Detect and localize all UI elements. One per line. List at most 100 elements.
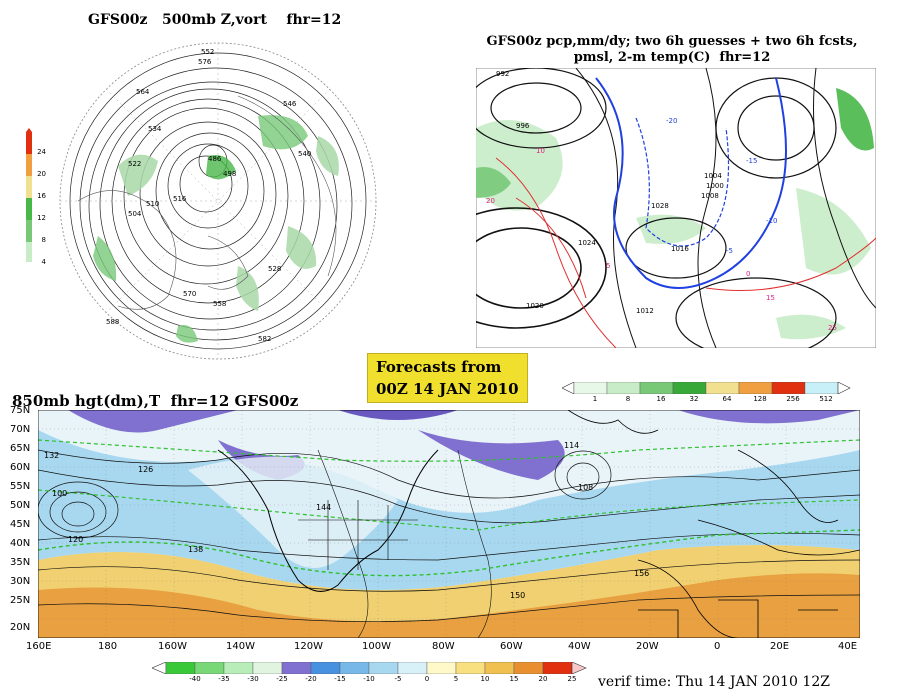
pressure-label-1004: 1004 xyxy=(704,172,722,180)
hgt-label-132: 132 xyxy=(44,451,59,460)
lat-label-50n: 50N xyxy=(10,500,31,511)
colorbar-seg-8 xyxy=(26,220,32,242)
lon-label-160w: 160W xyxy=(158,641,187,652)
colorbar-seg-16 xyxy=(26,176,32,198)
temp-label-10: 10 xyxy=(536,147,545,155)
lat-label-70n: 70N xyxy=(10,424,31,435)
temp-label-15: 15 xyxy=(766,294,775,302)
forecast-info-box: Forecasts from 00Z 14 JAN 2010 xyxy=(367,353,528,403)
precip-cb-tick-512: 512 xyxy=(819,395,833,403)
pressure-label-1028: 1028 xyxy=(651,202,669,210)
pressure-label-1020: 1020 xyxy=(526,302,544,310)
hgt-label-138: 138 xyxy=(188,545,203,554)
verif-time: verif time: Thu 14 JAN 2010 12Z xyxy=(598,674,830,690)
polar-contours xyxy=(60,43,376,359)
contour-label-504: 504 xyxy=(128,210,142,218)
lon-label-120w: 120W xyxy=(294,641,323,652)
lon-label-20e: 20E xyxy=(770,641,790,652)
temp-cb-seg-5 xyxy=(281,662,312,674)
temp-cb-seg-1 xyxy=(165,662,196,674)
temp-label-0: 0 xyxy=(746,270,750,278)
hgt-label-100: 100 xyxy=(52,489,67,498)
forecast-box-line1: Forecasts from xyxy=(376,358,502,376)
contour-label-510: 510 xyxy=(146,200,159,208)
contour-label-570: 570 xyxy=(183,290,196,298)
vcb-tick-16: 16 xyxy=(37,192,46,200)
colorbar-seg-32 xyxy=(672,382,707,394)
panel-850mb-title: 850mb hgt(dm),T fhr=12 GFS00z xyxy=(12,392,299,410)
lon-label-20w: 20W xyxy=(636,641,659,652)
precip-cb-tick-32: 32 xyxy=(689,395,699,403)
colorbar-seg-20 xyxy=(26,154,32,176)
colorbar-seg-512 xyxy=(804,382,839,394)
forecast-box-line2: 00Z 14 JAN 2010 xyxy=(376,380,519,398)
vcb-tick-12: 12 xyxy=(37,214,46,222)
temp-label-5: 5 xyxy=(606,262,610,270)
vcb-tick-24: 24 xyxy=(37,148,46,156)
lat-label-55n: 55N xyxy=(10,481,31,492)
precip-cb-tick-128: 128 xyxy=(753,395,767,403)
lon-label-40e: 40E xyxy=(838,641,858,652)
contour-label-546: 546 xyxy=(283,100,297,108)
panel-precip-title-line2: pmsl, 2-m temp(C) fhr=12 xyxy=(573,50,771,65)
colorbar-left-arrow xyxy=(562,382,575,394)
colorbar-seg-12 xyxy=(26,198,32,220)
temp-cb-seg-10 xyxy=(426,662,457,674)
precip-cb-tick-256: 256 xyxy=(786,395,800,403)
temp-cb-tick--30: -30 xyxy=(247,675,259,683)
temp-cb-tick--40: -40 xyxy=(189,675,201,683)
pressure-label-1008: 1008 xyxy=(701,192,719,200)
colorbar-seg-8 xyxy=(606,382,641,394)
temp-label-20: 20 xyxy=(486,197,495,205)
temp-label--20: -20 xyxy=(666,117,677,125)
panel-500mb-colorbar xyxy=(26,128,32,262)
temp-cb-seg-6 xyxy=(310,662,341,674)
lon-label-180: 180 xyxy=(98,641,118,652)
temp-cb-tick-15: 15 xyxy=(509,675,519,683)
colorbar-seg-1 xyxy=(573,382,608,394)
contour-label-522: 522 xyxy=(128,160,141,168)
pressure-label-1016: 1016 xyxy=(671,245,689,253)
pressure-label-996: 996 xyxy=(516,122,530,130)
temp-cb-tick-25: 25 xyxy=(567,675,577,683)
pressure-label-1012: 1012 xyxy=(636,307,654,315)
contour-label-540: 540 xyxy=(298,150,311,158)
contour-label-534: 534 xyxy=(148,125,162,133)
lat-label-65n: 65N xyxy=(10,443,31,454)
contour-label-576: 576 xyxy=(198,58,212,66)
lon-label-80w: 80W xyxy=(432,641,455,652)
temp-label-25: 25 xyxy=(828,324,837,332)
temp-cb-tick--10: -10 xyxy=(363,675,375,683)
temp-cb-seg-11 xyxy=(455,662,486,674)
temp-cb-tick--25: -25 xyxy=(276,675,288,683)
panel-precip-title-line1: GFS00z pcp,mm/dy; two 6h guesses + two 6… xyxy=(486,34,858,49)
temp-cb-left-arrow xyxy=(152,662,167,674)
colorbar-seg-64 xyxy=(705,382,740,394)
contour-label-582: 582 xyxy=(258,335,271,343)
temp-cb-tick-10: 10 xyxy=(480,675,490,683)
precip-cb-tick-8: 8 xyxy=(625,395,631,403)
precip-cb-tick-1: 1 xyxy=(592,395,598,403)
lat-label-35n: 35N xyxy=(10,557,31,568)
hgt-label-156: 156 xyxy=(634,569,649,578)
temp-cb-seg-3 xyxy=(223,662,254,674)
contour-label-528: 528 xyxy=(268,265,281,273)
temp-label--15: -15 xyxy=(746,157,757,165)
temp-cb-seg-2 xyxy=(194,662,225,674)
hgt-label-150: 150 xyxy=(510,591,525,600)
lat-label-75n: 75N xyxy=(10,405,31,416)
precip-cb-tick-16: 16 xyxy=(656,395,666,403)
lon-label-160e: 160E xyxy=(26,641,52,652)
temp-cb-seg-14 xyxy=(542,662,573,674)
colorbar-seg-24 xyxy=(26,132,32,154)
lat-label-25n: 25N xyxy=(10,595,31,606)
map-850mb-fills xyxy=(38,410,860,638)
temp-cb-tick--35: -35 xyxy=(218,675,230,683)
temp-cb-seg-12 xyxy=(484,662,515,674)
temp-cb-tick-0: 0 xyxy=(424,675,430,683)
contour-label-588: 588 xyxy=(106,318,119,326)
panel-precip-map: 992 996 1000 1004 1008 1012 1016 1020 10… xyxy=(476,68,876,348)
contour-label-498: 498 xyxy=(223,170,236,178)
contour-label-558: 558 xyxy=(213,300,226,308)
panel-850mb-map: 132 126 120 114 108 100 138 144 150 156 xyxy=(38,410,860,638)
